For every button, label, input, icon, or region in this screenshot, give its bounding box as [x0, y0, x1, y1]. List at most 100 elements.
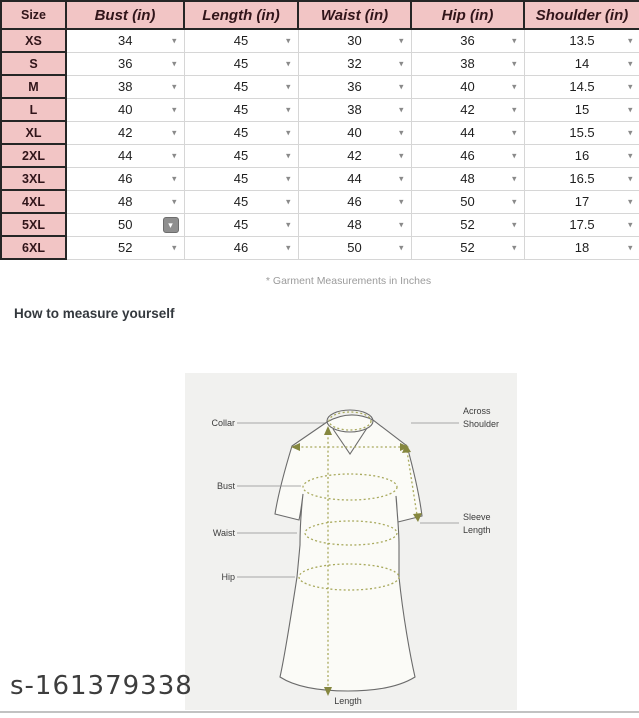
measurement-cell[interactable]: 36 ▾	[297, 74, 412, 99]
measurement-cell[interactable]: 45 ▾	[183, 143, 299, 168]
dropdown-arrow-icon[interactable]: ▾	[627, 173, 633, 183]
dropdown-arrow-icon[interactable]: ▾	[627, 219, 633, 229]
dropdown-arrow-icon[interactable]: ▾	[511, 242, 517, 252]
dropdown-arrow-icon[interactable]: ▾	[627, 196, 633, 206]
measurement-cell[interactable]: 13.5 ▾	[523, 28, 639, 53]
dropdown-arrow-icon[interactable]: ▾	[398, 150, 404, 160]
measurement-cell[interactable]: 46 ▾	[183, 235, 299, 260]
dropdown-arrow-icon[interactable]: ▾	[511, 219, 517, 229]
measurement-cell[interactable]: 45 ▾	[183, 28, 299, 53]
measurement-cell[interactable]: 48 ▾	[297, 212, 412, 237]
measurement-cell[interactable]: 45 ▾	[183, 189, 299, 214]
measurement-cell[interactable]: 38 ▾	[65, 74, 185, 99]
measurement-cell[interactable]: 40 ▾	[297, 120, 412, 145]
measurement-cell[interactable]: 46 ▾	[410, 143, 525, 168]
dropdown-arrow-icon[interactable]: ▾	[285, 173, 291, 183]
dropdown-arrow-icon[interactable]: ▾	[511, 173, 517, 183]
measurement-cell[interactable]: 30 ▾	[297, 28, 412, 53]
measurement-cell[interactable]: 42 ▾	[410, 97, 525, 122]
dropdown-arrow-icon[interactable]: ▾	[398, 127, 404, 137]
dropdown-arrow-icon[interactable]: ▾	[398, 104, 404, 114]
measurement-cell[interactable]: 32 ▾	[297, 51, 412, 76]
dropdown-arrow-icon[interactable]: ▾	[171, 35, 177, 46]
dropdown-arrow-icon[interactable]: ▾	[171, 127, 177, 137]
measurement-cell[interactable]: 50 ▾	[65, 212, 185, 237]
measurement-cell[interactable]: 16.5 ▾	[523, 166, 639, 191]
dropdown-arrow-icon[interactable]: ▾	[171, 58, 177, 68]
dropdown-arrow-icon[interactable]: ▾	[285, 219, 291, 229]
dropdown-arrow-icon[interactable]: ▾	[398, 219, 404, 229]
dropdown-arrow-icon[interactable]: ▾	[627, 127, 633, 137]
measurement-cell[interactable]: 34 ▾	[65, 28, 185, 53]
measurement-cell[interactable]: 40 ▾	[65, 97, 185, 122]
measurement-cell[interactable]: 18 ▾	[523, 235, 639, 260]
measurement-cell[interactable]: 52 ▾	[65, 235, 185, 260]
measurement-cell[interactable]: 17 ▾	[523, 189, 639, 214]
measurement-cell[interactable]: 50 ▾	[410, 189, 525, 214]
dropdown-arrow-icon[interactable]: ▾	[398, 242, 404, 252]
measurement-cell[interactable]: 16 ▾	[523, 143, 639, 168]
measurement-cell[interactable]: 45 ▾	[183, 51, 299, 76]
dropdown-arrow-icon[interactable]: ▾	[511, 150, 517, 160]
dropdown-arrow-icon[interactable]: ▾	[285, 58, 291, 68]
measurement-cell[interactable]: 46 ▾	[297, 189, 412, 214]
dropdown-arrow-icon[interactable]: ▾	[627, 58, 633, 68]
measurement-cell[interactable]: 40 ▾	[410, 74, 525, 99]
dropdown-arrow-icon[interactable]: ▾	[171, 81, 177, 91]
measurement-cell[interactable]: 48 ▾	[65, 189, 185, 214]
dropdown-arrow-icon[interactable]: ▾	[627, 81, 633, 91]
dropdown-arrow-icon[interactable]: ▾	[285, 35, 291, 46]
measurement-cell[interactable]: 38 ▾	[297, 97, 412, 122]
measurement-cell[interactable]: 45 ▾	[183, 74, 299, 99]
dropdown-arrow-icon[interactable]: ▾	[285, 104, 291, 114]
measurement-cell[interactable]: 44 ▾	[410, 120, 525, 145]
dropdown-arrow-icon[interactable]: ▾	[511, 81, 517, 91]
measurement-cell[interactable]: 36 ▾	[65, 51, 185, 76]
measurement-cell[interactable]: 52 ▾	[410, 212, 525, 237]
measurement-cell[interactable]: 44 ▾	[297, 166, 412, 191]
dropdown-arrow-icon[interactable]: ▾	[171, 196, 177, 206]
dropdown-arrow-icon[interactable]: ▾	[162, 216, 179, 233]
dropdown-arrow-icon[interactable]: ▾	[171, 104, 177, 114]
dropdown-arrow-icon[interactable]: ▾	[398, 196, 404, 206]
measurement-cell[interactable]: 45 ▾	[183, 212, 299, 237]
dropdown-arrow-icon[interactable]: ▾	[285, 81, 291, 91]
dropdown-arrow-icon[interactable]: ▾	[171, 150, 177, 160]
measurement-cell[interactable]: 45 ▾	[183, 97, 299, 122]
measurement-cell[interactable]: 45 ▾	[183, 120, 299, 145]
dropdown-arrow-icon[interactable]: ▾	[285, 150, 291, 160]
measurement-cell[interactable]: 46 ▾	[65, 166, 185, 191]
dropdown-arrow-icon[interactable]: ▾	[171, 242, 177, 252]
measurement-cell[interactable]: 48 ▾	[410, 166, 525, 191]
measurement-cell[interactable]: 42 ▾	[65, 120, 185, 145]
dropdown-arrow-icon[interactable]: ▾	[398, 173, 404, 183]
dropdown-arrow-icon[interactable]: ▾	[627, 242, 633, 252]
dropdown-arrow-icon[interactable]: ▾	[285, 242, 291, 252]
measurement-cell[interactable]: 15 ▾	[523, 97, 639, 122]
dropdown-arrow-icon[interactable]: ▾	[511, 127, 517, 137]
dropdown-arrow-icon[interactable]: ▾	[285, 196, 291, 206]
measurement-cell[interactable]: 45 ▾	[183, 166, 299, 191]
measurement-cell[interactable]: 50 ▾	[297, 235, 412, 260]
measurement-cell[interactable]: 44 ▾	[65, 143, 185, 168]
dropdown-arrow-icon[interactable]: ▾	[511, 58, 517, 68]
dropdown-arrow-icon[interactable]: ▾	[627, 104, 633, 114]
measurement-cell[interactable]: 15.5 ▾	[523, 120, 639, 145]
dropdown-arrow-icon[interactable]: ▾	[511, 35, 517, 46]
dropdown-arrow-icon[interactable]: ▾	[511, 196, 517, 206]
dropdown-arrow-icon[interactable]: ▾	[398, 35, 404, 46]
measurement-cell[interactable]: 52 ▾	[410, 235, 525, 260]
measurement-cell[interactable]: 14.5 ▾	[523, 74, 639, 99]
measurement-cell[interactable]: 38 ▾	[410, 51, 525, 76]
dropdown-arrow-icon[interactable]: ▾	[511, 104, 517, 114]
measurement-cell[interactable]: 14 ▾	[523, 51, 639, 76]
dropdown-arrow-icon[interactable]: ▾	[627, 150, 633, 160]
dropdown-arrow-icon[interactable]: ▾	[171, 173, 177, 183]
measurement-cell[interactable]: 42 ▾	[297, 143, 412, 168]
dropdown-arrow-icon[interactable]: ▾	[285, 127, 291, 137]
dropdown-arrow-icon[interactable]: ▾	[627, 35, 633, 46]
dropdown-arrow-icon[interactable]: ▾	[398, 58, 404, 68]
measurement-cell[interactable]: 17.5 ▾	[523, 212, 639, 237]
measurement-cell[interactable]: 36 ▾	[410, 28, 525, 53]
dropdown-arrow-icon[interactable]: ▾	[398, 81, 404, 91]
